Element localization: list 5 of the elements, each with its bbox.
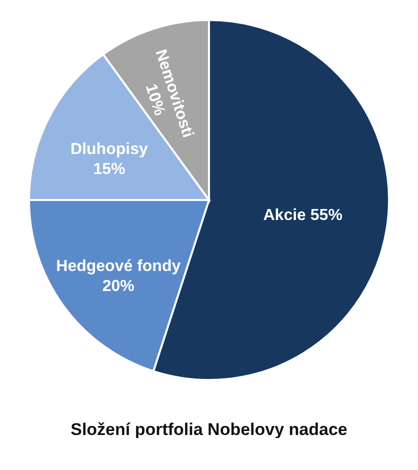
data-label: 15% [93,161,126,178]
slice-label: Hedgeové fondy [56,258,181,275]
slice-label: Dluhopisy [70,141,148,158]
slice-label: Akcie 55% [263,206,342,224]
data-label: 20% [102,278,134,295]
